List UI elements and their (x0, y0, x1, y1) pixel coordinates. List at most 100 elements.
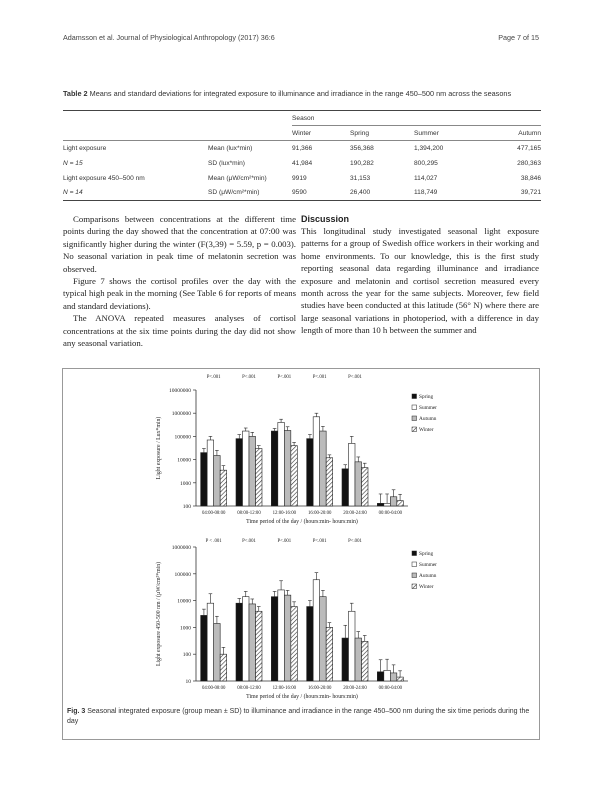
bar (377, 503, 385, 507)
bar (255, 610, 263, 682)
bar (325, 457, 333, 507)
season-header: Season (292, 110, 541, 126)
col-header: Spring (350, 125, 414, 141)
chart-panel: 100 1000 10000 100000 1000000 10000000 Light e… (155, 375, 437, 525)
legend-label: Summer (419, 405, 437, 411)
bar (361, 641, 369, 682)
category-label: 12:00-16:00 (273, 511, 297, 516)
col-header: Summer (414, 125, 480, 141)
annotation: P<.001 (207, 375, 221, 380)
cell: 114,027 (414, 174, 438, 182)
col-header: Winter (292, 125, 350, 141)
data-table: Season Winter Spring Summer Autumn Light… (63, 110, 541, 201)
paragraph: Comparisons between concentrations at th… (63, 214, 296, 274)
y-tick-label: 100 (183, 504, 192, 510)
y-axis-label: Light exposure 450-500 nm / (µW/cm²*min) (155, 562, 162, 666)
cell: 1,394,200 (414, 144, 444, 152)
legend-swatch (411, 393, 417, 399)
category-label: 20:00-24:00 (343, 511, 367, 516)
y-tick-label: 10 (186, 679, 192, 685)
table-row: Light exposure Mean (lux*min) 91,366 356… (63, 141, 541, 156)
legend-swatch (411, 561, 417, 567)
y-axis-label: Light exposure / Lux*min) (155, 417, 162, 480)
row-label: Light exposure (63, 144, 107, 152)
category-label: 00:00-04:00 (379, 686, 403, 691)
bar (271, 596, 279, 682)
bar (348, 610, 356, 682)
paragraph: Figure 7 shows the cortisol profiles ove… (63, 276, 296, 311)
bar (354, 461, 362, 507)
bar (348, 443, 356, 507)
bar (206, 602, 214, 682)
y-tick-label: 100 (183, 652, 192, 658)
y-tick-label: 1000 (180, 625, 191, 631)
row-stat: SD (μW/cm²*min) (208, 185, 292, 201)
annotation: P<.001 (313, 539, 327, 544)
row-label: Light exposure 450–500 nm (63, 174, 145, 182)
category-label: 20:00-24:00 (343, 686, 367, 691)
page-number: Page 7 of 15 (498, 33, 539, 42)
bar (396, 500, 404, 507)
legend-swatch (411, 550, 417, 556)
cell: 9590 (292, 185, 350, 201)
legend-swatch (411, 426, 417, 432)
cell: 356,368 (350, 144, 374, 152)
bar (290, 606, 298, 682)
bar (200, 452, 208, 507)
legend-label: Spring (419, 394, 433, 400)
bar (213, 455, 221, 507)
row-stat: Mean (μW/cm²*min) (208, 174, 267, 182)
bar (325, 627, 333, 682)
bar (235, 438, 243, 507)
y-tick-label: 100000 (175, 572, 192, 578)
bar (284, 430, 292, 507)
category-label: 16:00-20:00 (308, 511, 332, 516)
row-label: N = 15 (63, 159, 83, 167)
bar (219, 469, 227, 507)
category-label: 00:00-04:00 (379, 511, 403, 516)
bar (271, 430, 279, 507)
cell: 800,295 (414, 159, 438, 167)
bar (390, 496, 398, 507)
bar (361, 467, 369, 507)
bar (277, 422, 285, 507)
y-tick-label: 10000000 (169, 388, 191, 394)
bar (290, 445, 298, 507)
paragraph: The ANOVA repeated measures analyses of … (63, 313, 296, 349)
legend-swatch (411, 572, 417, 578)
figure: 100 1000 10000 100000 1000000 10000000 Light e… (62, 368, 540, 740)
paragraph: This longitudinal study investigated sea… (301, 226, 539, 336)
bar (354, 637, 362, 682)
table-row: Light exposure 450–500 nm Mean (μW/cm²*m… (63, 171, 541, 186)
table-row: N = 14 SD (μW/cm²*min) 9590 26,400 118,7… (63, 185, 541, 201)
row-label: N = 14 (63, 185, 208, 201)
category-label: 08:00-12:00 (237, 511, 261, 516)
bar (319, 430, 327, 507)
bar (306, 606, 314, 682)
annotation: P<.001 (348, 539, 362, 544)
cell: 280,363 (517, 159, 541, 167)
annotation: P<.001 (348, 375, 362, 380)
bar (377, 671, 385, 682)
table-caption: Table 2 Means and standard deviations fo… (63, 89, 541, 99)
cell: 9919 (292, 174, 307, 182)
body-right-column: Discussion This longitudinal study inves… (301, 213, 539, 337)
chart-panel: 10 100 1000 10000 100000 1000000 Light exposur… (155, 539, 437, 700)
annotation: P < .001 (206, 539, 223, 544)
legend-swatch (411, 404, 417, 410)
bar (306, 438, 314, 507)
bar (206, 439, 214, 507)
cell: 41,984 (292, 159, 313, 167)
figure-caption: Fig. 3 Seasonal integrated exposure (gro… (67, 707, 535, 727)
legend-swatch (411, 583, 417, 589)
cell: 26,400 (350, 185, 414, 201)
category-label: 12:00-16:00 (273, 686, 297, 691)
figure-caption-text: Seasonal integrated exposure (group mean… (67, 708, 530, 725)
bar (319, 596, 327, 682)
bar (396, 676, 404, 682)
legend-label: Summer (419, 562, 437, 568)
cell: 91,366 (292, 144, 313, 152)
table-label: Table 2 (63, 89, 88, 98)
annotation: P<.001 (277, 375, 291, 380)
bar (248, 603, 256, 682)
